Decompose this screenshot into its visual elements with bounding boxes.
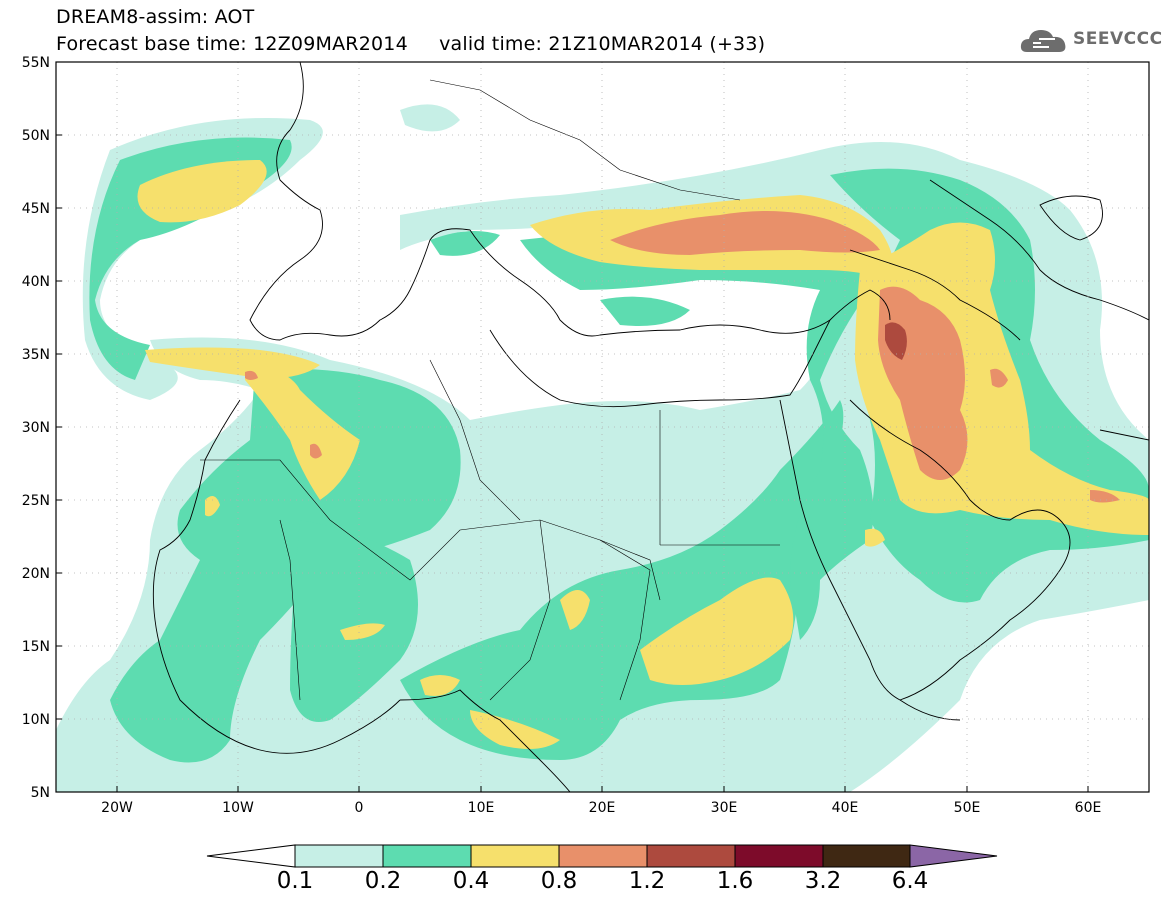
lat-label: 50N: [22, 128, 50, 144]
lat-lon-grid: [56, 62, 1149, 792]
lon-label: 60E: [1075, 800, 1102, 816]
lat-label: 10N: [22, 712, 50, 728]
aot-band-1.2: [885, 322, 907, 360]
colorbar-swatch: [470, 844, 560, 868]
colorbar-label: 3.2: [804, 868, 842, 894]
colorbar-label: 0.8: [540, 868, 578, 894]
forecast-time-line: Forecast base time: 12Z09MAR2014 valid t…: [56, 33, 765, 55]
map-title: DREAM8-assim: AOT: [56, 6, 255, 28]
colorbar-swatch: [822, 844, 911, 868]
colorbar-swatch: [646, 844, 736, 868]
colorbar-label: 6.4: [891, 868, 929, 894]
colorbar-label: 1.2: [628, 868, 666, 894]
cloud-icon: [1020, 30, 1066, 52]
lat-label: 35N: [22, 347, 50, 363]
colorbar-min-arrow: [206, 844, 296, 868]
valid-time: valid time: 21Z10MAR2014 (+33): [439, 33, 766, 55]
colorbar-swatch: [734, 844, 824, 868]
colorbar-label: 0.4: [452, 868, 490, 894]
lon-labels: 20W 10W 0 10E 20E 30E 40E 50E 60E: [101, 800, 1101, 816]
lon-label: 20W: [101, 800, 133, 816]
tick-marks: [56, 61, 1089, 793]
lat-label: 20N: [22, 566, 50, 582]
colorbar-max-arrow: [909, 844, 998, 868]
lat-labels: 55N 50N 45N 40N 35N 30N 25N 20N 15N 10N …: [22, 55, 50, 801]
colorbar-label: 1.6: [716, 868, 754, 894]
base-time: Forecast base time: 12Z09MAR2014: [56, 33, 408, 55]
lat-label: 45N: [22, 201, 50, 217]
lon-label: 10W: [222, 800, 254, 816]
lat-label: 25N: [22, 493, 50, 509]
lon-label: 0: [355, 800, 364, 816]
lon-label: 10E: [468, 800, 495, 816]
logo-text: SEEVCCC: [1073, 29, 1163, 49]
colorbar-label: 0.2: [364, 868, 402, 894]
lat-label: 5N: [31, 785, 50, 801]
colorbar-label: 0.1: [276, 868, 314, 894]
lat-label: 55N: [22, 55, 50, 71]
colorbar-swatch: [382, 844, 472, 868]
lat-label: 15N: [22, 639, 50, 655]
lat-label: 40N: [22, 274, 50, 290]
lon-label: 30E: [711, 800, 738, 816]
aot-field: [56, 62, 1149, 792]
colorbar-swatch: [294, 844, 384, 868]
lon-label: 40E: [832, 800, 859, 816]
country-borders: [200, 79, 780, 701]
colorbar-swatch: [558, 844, 648, 868]
lon-label: 50E: [954, 800, 981, 816]
seevccc-logo: SEEVCCC: [1019, 24, 1162, 58]
lon-label: 20E: [589, 800, 616, 816]
colorbar: [206, 844, 998, 868]
coastlines: [152, 62, 1149, 792]
lat-label: 30N: [22, 420, 50, 436]
